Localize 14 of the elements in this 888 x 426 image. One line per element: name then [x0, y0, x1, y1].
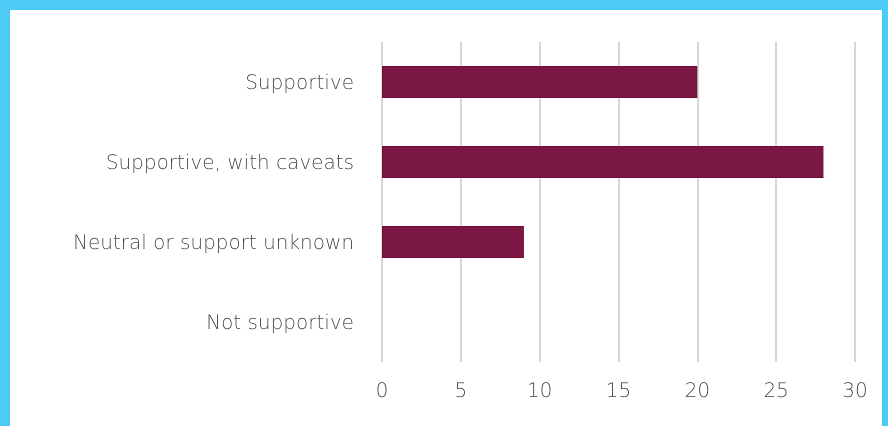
x-tick-label: 25 [763, 378, 789, 402]
x-tick-label: 10 [526, 378, 552, 402]
x-tick-label: 0 [376, 378, 388, 402]
x-tick-label: 5 [454, 378, 468, 402]
x-tick-label: 20 [684, 378, 710, 402]
x-tick-label: 15 [606, 378, 632, 402]
bar [382, 226, 524, 258]
bar [382, 146, 824, 178]
y-tick-label: Supportive, with caveats [106, 150, 354, 174]
x-tick-label: 30 [842, 378, 868, 402]
y-tick-label: Supportive [245, 70, 354, 94]
y-tick-label: Not supportive [206, 310, 354, 334]
bar [382, 66, 698, 98]
y-tick-label: Neutral or support unknown [72, 230, 354, 254]
